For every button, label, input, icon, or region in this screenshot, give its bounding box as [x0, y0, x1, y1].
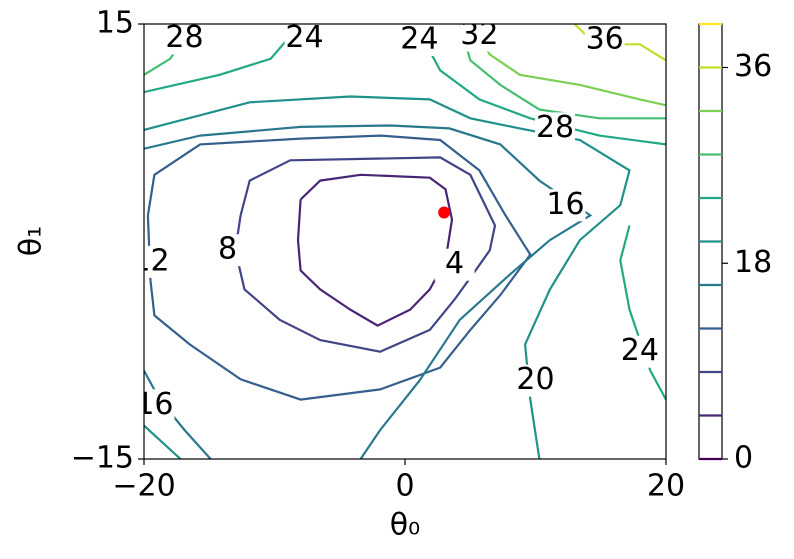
contour-label-bg: [584, 24, 625, 56]
contour-label-bg: [545, 189, 586, 222]
x-tick-label: 0: [395, 469, 414, 504]
contour-line: [296, 173, 454, 327]
contour-label: 8: [218, 232, 237, 267]
contour-label-bg: [164, 24, 205, 55]
contour-label: 24: [621, 333, 659, 368]
contour-label: 16: [546, 187, 584, 222]
contour-label-bg: [459, 24, 500, 52]
contour-line: [234, 156, 497, 353]
colorbar-tick-label: 36: [734, 49, 772, 84]
colorbar-tick-label: 18: [734, 245, 772, 280]
contour-label: 24: [285, 20, 323, 55]
x-tick-label: −20: [112, 469, 175, 504]
contour-line: [144, 24, 666, 401]
y-axis-label: θ₁: [14, 226, 49, 256]
contour-label-bg: [535, 112, 576, 145]
contour-label: 24: [400, 21, 438, 56]
contour-label: 28: [165, 20, 203, 55]
plot-area: 4 8 12 16 16 20 24 24 24 28 28 32 36: [131, 17, 666, 459]
contour-label-bg: [619, 335, 660, 368]
contour-line: [144, 95, 631, 459]
contour-label-bg: [144, 245, 171, 278]
contour-label-bg: [207, 234, 248, 267]
x-axis-label: θ₀: [390, 508, 420, 543]
contour-label: 12: [131, 243, 169, 278]
contour-line: [469, 24, 666, 107]
y-tick-label: −15: [71, 441, 134, 476]
colorbar-tick-label: 0: [734, 441, 753, 476]
marker-point: [438, 206, 451, 219]
contour-label-bg: [434, 248, 475, 281]
y-tick-label: 15: [96, 6, 134, 41]
contour-label: 20: [516, 362, 554, 397]
contour-label-bg: [399, 24, 440, 56]
contour-label-bg: [515, 364, 556, 397]
contour-label-bg: [284, 24, 325, 55]
contour-label: 32: [460, 17, 498, 52]
contour-label: 16: [135, 387, 173, 422]
contour-label: 36: [586, 21, 624, 56]
contour-line: [146, 134, 532, 401]
contour-label: 4: [445, 246, 464, 281]
contour-label: 28: [536, 110, 574, 145]
contour-label-bg: [144, 389, 175, 422]
x-tick-label: 20: [647, 469, 685, 504]
